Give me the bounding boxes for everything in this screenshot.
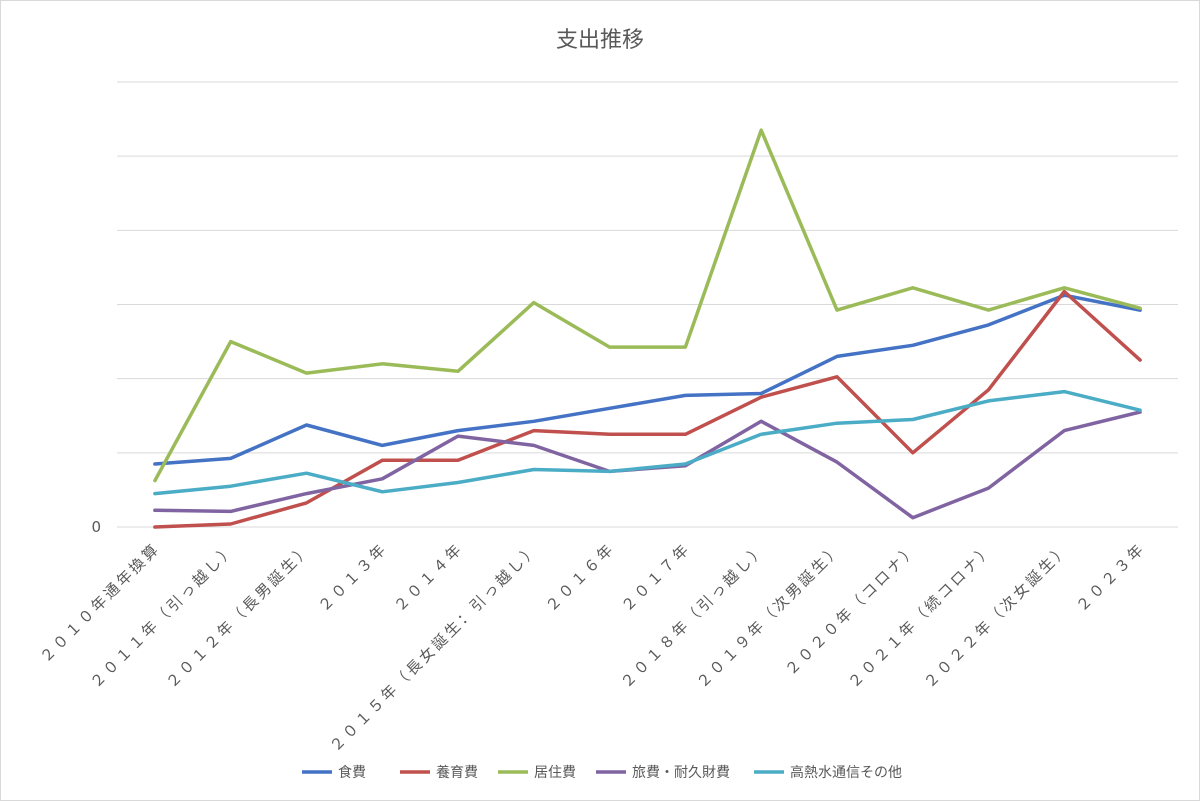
- x-tick-label: ２０２２年（次女誕生）: [920, 539, 1073, 692]
- x-tick-label: ２０１８年（引っ越し）: [617, 539, 770, 692]
- x-tick-label: ２０１０年通年換算: [36, 539, 163, 666]
- legend-item: 旅費・耐久財費: [596, 765, 730, 781]
- series-line: [153, 128, 1142, 483]
- y-axis-ticks: 0: [91, 518, 101, 536]
- x-tick-label: ２０２０年（コロナ）: [782, 539, 922, 679]
- x-tick-label: ２０２３年: [1073, 539, 1149, 615]
- x-tick-label: ２０１７年: [618, 539, 694, 615]
- series-line: [153, 293, 1142, 466]
- legend-label: 居住費: [534, 765, 576, 781]
- legend: 食費 養育費 居住費 旅費・耐久財費 高熱水通信その他: [302, 764, 902, 781]
- x-tick-label: ２０１４年: [390, 539, 466, 615]
- legend-item: 高熱水通信その他: [754, 764, 902, 781]
- x-tick-label: ２０１９年（次男誕生）: [693, 539, 846, 692]
- series-line: [153, 389, 1142, 496]
- series-line: [153, 289, 1142, 529]
- gridlines: [117, 81, 1178, 528]
- x-tick-label: ２０１２年（長男誕生）: [163, 539, 316, 692]
- legend-item: 養育費: [400, 764, 478, 781]
- x-tick-label: ２０１３年: [315, 539, 391, 615]
- legend-item: 食費: [302, 764, 366, 781]
- x-tick-label: ２０１６年: [542, 539, 618, 615]
- x-tick-label: ２０１１年（引っ越し）: [87, 539, 240, 692]
- chart-title: 支出推移: [556, 28, 644, 53]
- legend-label: 高熱水通信その他: [790, 764, 902, 781]
- y-tick-label: 0: [91, 518, 101, 536]
- legend-item: 居住費: [498, 765, 576, 781]
- legend-label: 食費: [338, 764, 366, 781]
- x-tick-label: ２０２１年（続コロナ）: [845, 539, 998, 692]
- legend-label: 旅費・耐久財費: [632, 765, 730, 781]
- legend-label: 養育費: [436, 764, 478, 781]
- series-lines: [153, 128, 1142, 529]
